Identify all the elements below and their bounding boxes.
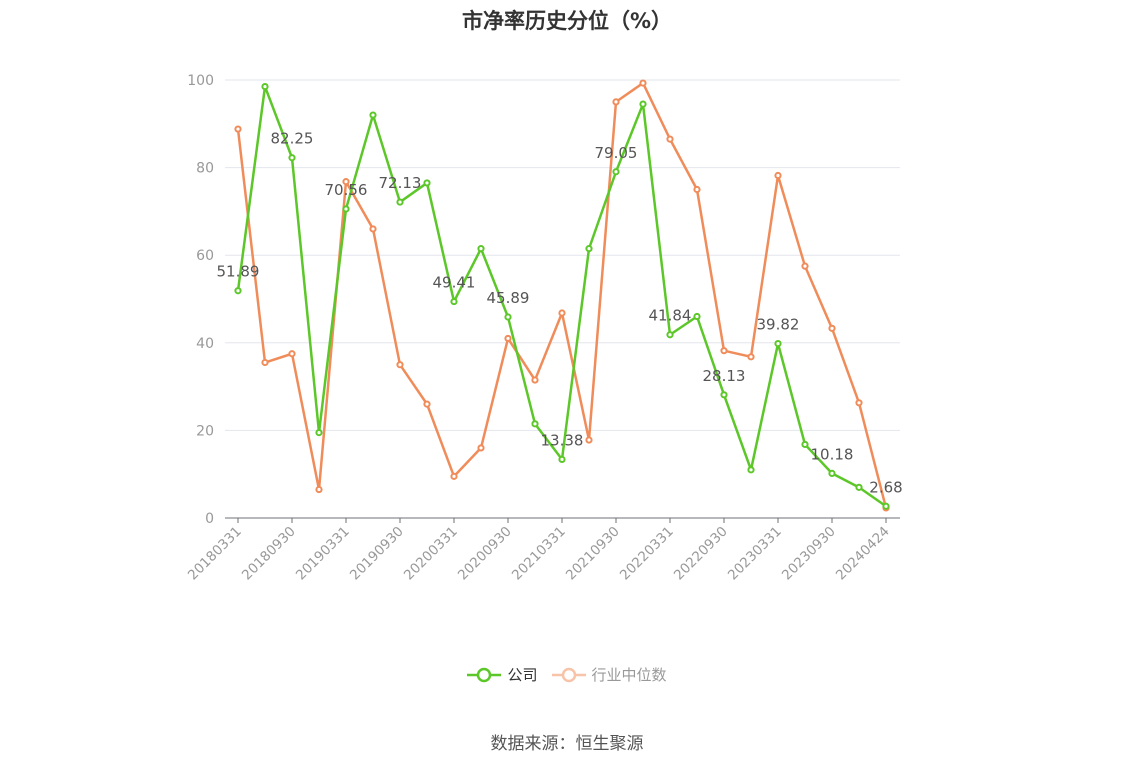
legend-line-marker-icon: [467, 667, 502, 682]
data-label: 41.84: [649, 307, 692, 325]
data-point-company: [666, 331, 674, 339]
data-point-company: [234, 287, 242, 295]
x-tick-label: 20230331: [725, 524, 785, 584]
data-point-company: [423, 179, 431, 187]
y-tick-label: 20: [196, 423, 214, 439]
data-point-industry-median: [585, 436, 593, 444]
data-point-company: [477, 245, 485, 253]
data-point-industry-median: [261, 358, 269, 367]
data-point-company: [801, 440, 809, 449]
data-point-company: [747, 466, 755, 474]
data-point-company: [504, 313, 512, 321]
data-label-layer: 51.89 82.25 70.56 72.13 49.41 45.89 13.38 79.05…: [217, 130, 903, 497]
data-point-company: [774, 339, 782, 348]
y-tick-label: 0: [205, 511, 214, 527]
x-tick-label: 20200930: [455, 524, 515, 584]
data-point-industry-median: [801, 262, 809, 270]
data-label: 49.41: [433, 274, 476, 292]
data-label: 28.13: [703, 367, 746, 385]
data-point-industry-median: [504, 334, 512, 343]
data-point-industry-median: [693, 185, 701, 194]
line-chart: 0 20 40 60 80 100 2018033120180930201903312019…: [185, 73, 903, 584]
grid-layer: [225, 79, 900, 431]
data-point-company: [612, 168, 620, 176]
y-tick-label: 40: [196, 336, 214, 352]
data-point-company: [828, 469, 836, 478]
x-tick-label: 20230930: [779, 524, 839, 584]
data-point-industry-median: [531, 376, 539, 384]
data-point-industry-median: [315, 485, 323, 494]
data-point-company: [639, 100, 647, 108]
x-tick-label: 20180331: [185, 524, 245, 584]
data-point-company: [396, 198, 404, 206]
data-label: 13.38: [541, 431, 584, 449]
legend-line-marker-icon: [551, 667, 586, 682]
data-label: 79.05: [595, 144, 638, 162]
x-tick-label: 20240424: [833, 524, 893, 584]
x-tick-label: 20210930: [563, 524, 623, 584]
legend-item-industry-median[interactable]: 行业中位数: [551, 664, 667, 685]
data-point-industry-median: [612, 98, 620, 106]
data-point-industry-median: [342, 178, 350, 186]
data-point-company: [693, 312, 701, 321]
series-layer: [234, 79, 890, 512]
y-tick-label: 100: [187, 73, 214, 89]
chart-title: 市净率历史分位（%）: [461, 9, 673, 33]
data-point-industry-median: [396, 361, 404, 369]
data-point-industry-median: [639, 79, 647, 87]
legend-item-company[interactable]: 公司: [467, 664, 538, 685]
data-point-company: [342, 205, 350, 213]
data-label: 70.56: [325, 181, 368, 199]
data-label: 82.25: [271, 130, 314, 148]
data-point-company: [288, 154, 296, 162]
data-point-industry-median: [666, 135, 674, 143]
x-tick-label: 20200331: [401, 524, 461, 584]
data-point-industry-median: [747, 353, 755, 361]
data-point-company: [882, 502, 890, 510]
legend-label-industry-median: 行业中位数: [591, 666, 667, 684]
data-point-industry-median: [450, 472, 458, 480]
x-tick-label: 20220331: [617, 524, 677, 584]
x-tick-label: 20190331: [293, 524, 353, 584]
data-label: 45.89: [487, 289, 530, 307]
x-tick-label: 20180930: [239, 524, 299, 584]
data-point-industry-median: [423, 400, 431, 408]
x-tick-label: 20190930: [347, 524, 407, 584]
data-source: 数据来源：恒生聚源: [490, 734, 644, 754]
data-label: 10.18: [811, 445, 854, 463]
data-label: 51.89: [217, 263, 260, 281]
data-point-industry-median: [828, 324, 836, 332]
data-point-industry-median: [477, 444, 485, 452]
data-point-company: [558, 455, 566, 463]
data-point-industry-median: [855, 399, 863, 407]
data-label: 2.68: [869, 478, 902, 496]
data-point-company: [855, 483, 863, 491]
data-point-industry-median: [558, 309, 566, 317]
x-tick-label: 20210331: [509, 524, 569, 584]
legend-label-company: 公司: [507, 666, 538, 684]
data-label: 39.82: [757, 316, 800, 334]
data-point-industry-median: [288, 350, 296, 358]
data-point-company: [369, 111, 377, 119]
data-point-company: [720, 391, 728, 399]
data-point-company: [531, 420, 539, 428]
data-point-industry-median: [234, 125, 242, 133]
data-point-company: [585, 245, 593, 253]
legend: 公司 行业中位数: [0, 664, 1134, 685]
data-point-company: [261, 82, 269, 91]
data-point-industry-median: [369, 225, 377, 233]
data-label: 72.13: [379, 174, 422, 192]
y-tick-label: 80: [196, 161, 214, 177]
y-tick-label: 60: [196, 248, 214, 264]
data-point-industry-median: [774, 171, 782, 180]
x-tick-label: 20220930: [671, 524, 731, 584]
data-point-industry-median: [720, 347, 728, 355]
data-point-company: [450, 297, 458, 306]
data-point-company: [315, 428, 323, 437]
